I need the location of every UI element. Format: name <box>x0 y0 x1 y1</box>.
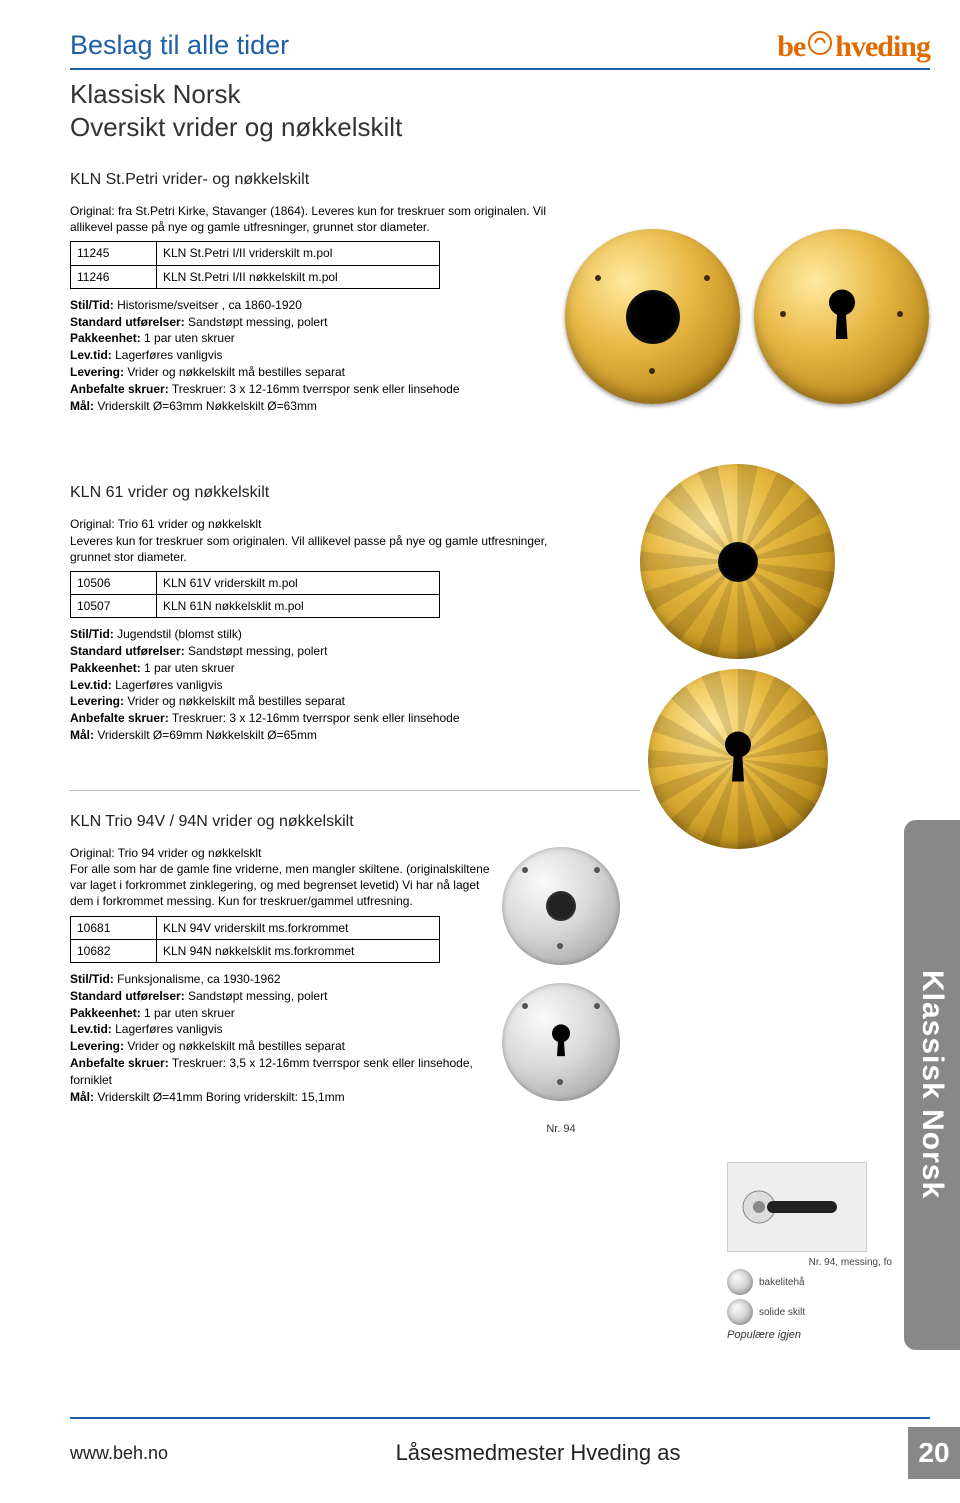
table-row: 10681KLN 94V vriderskilt ms.forkrommet <box>71 916 440 939</box>
table-row: 10507KLN 61N nøkkelsklit m.pol <box>71 595 440 618</box>
product-specs: Stil/Tid: Jugendstil (blomst stilk) Stan… <box>70 626 550 744</box>
product-images <box>565 229 929 404</box>
vintage-advert: Nr. 94, messing, fo bakelitehå solide sk… <box>727 1162 892 1341</box>
table-row: 11245KLN St.Petri I/II vriderskilt m.pol <box>71 242 440 265</box>
product-intro: Original: Trio 94 vrider og nøkkelsklt F… <box>70 845 490 910</box>
divider <box>70 790 640 791</box>
brand-logo: be hveding <box>777 30 930 64</box>
vriderskilt-image <box>640 464 835 659</box>
table-row: 11246KLN St.Petri I/II nøkkelskilt m.pol <box>71 265 440 288</box>
table-row: 10506KLN 61V vriderskilt m.pol <box>71 571 440 594</box>
product-heading: KLN Trio 94V / 94N vrider og nøkkelskilt <box>70 813 930 831</box>
product-table: 10681KLN 94V vriderskilt ms.forkrommet 1… <box>70 916 440 963</box>
nokkelskilt-image <box>754 229 929 404</box>
product-heading: KLN St.Petri vrider- og nøkkelskilt <box>70 171 930 189</box>
section-title: Klassisk Norsk Oversikt vrider og nøkkel… <box>70 78 930 143</box>
header-tagline: Beslag til alle tider <box>70 30 289 61</box>
table-row: 10682KLN 94N nøkkelsklit ms.forkrommet <box>71 939 440 962</box>
vriderskilt-bw <box>502 847 620 965</box>
product-intro: Original: fra St.Petri Kirke, Stavanger … <box>70 203 550 235</box>
section-title-line2: Oversikt vrider og nøkkelskilt <box>70 111 930 144</box>
product-table: 11245KLN St.Petri I/II vriderskilt m.pol… <box>70 241 440 288</box>
logo-icon <box>807 30 833 64</box>
product-bw-images: Nr. 94 <box>502 847 620 1135</box>
section-title-line1: Klassisk Norsk <box>70 78 930 111</box>
product-intro: Original: Trio 61 vrider og nøkkelsklt L… <box>70 516 550 565</box>
side-tab-label: Klassisk Norsk <box>915 970 949 1199</box>
page-footer: www.beh.no Låsesmedmester Hveding as 20 <box>0 1417 960 1503</box>
side-tab: Klassisk Norsk <box>904 820 960 1350</box>
advert-caption: Populære igjen <box>727 1329 892 1341</box>
product-images <box>640 464 835 849</box>
footer-url: www.beh.no <box>70 1443 168 1464</box>
handle-illustration <box>727 1162 867 1252</box>
page-number: 20 <box>908 1427 960 1479</box>
product-trio94: KLN Trio 94V / 94N vrider og nøkkelskilt… <box>70 813 930 1106</box>
nokkelskilt-bw <box>502 983 620 1101</box>
product-specs: Stil/Tid: Funksjonalisme, ca 1930-1962 S… <box>70 971 490 1105</box>
vriderskilt-image <box>565 229 740 404</box>
product-specs: Stil/Tid: Historisme/sveitser , ca 1860-… <box>70 297 550 415</box>
product-table: 10506KLN 61V vriderskilt m.pol 10507KLN … <box>70 571 440 618</box>
product-kln61: KLN 61 vrider og nøkkelskilt Original: T… <box>70 484 930 744</box>
advert-text: Nr. 94, messing, fo bakelitehå solide sk… <box>727 1256 892 1325</box>
logo-left: be <box>777 30 805 64</box>
page-header: Beslag til alle tider be hveding <box>70 30 930 70</box>
product-stpetri: KLN St.Petri vrider- og nøkkelskilt Orig… <box>70 171 930 414</box>
bw-caption: Nr. 94 <box>546 1123 575 1135</box>
footer-company: Låsesmedmester Hveding as <box>396 1440 681 1466</box>
logo-right: hveding <box>835 30 930 64</box>
